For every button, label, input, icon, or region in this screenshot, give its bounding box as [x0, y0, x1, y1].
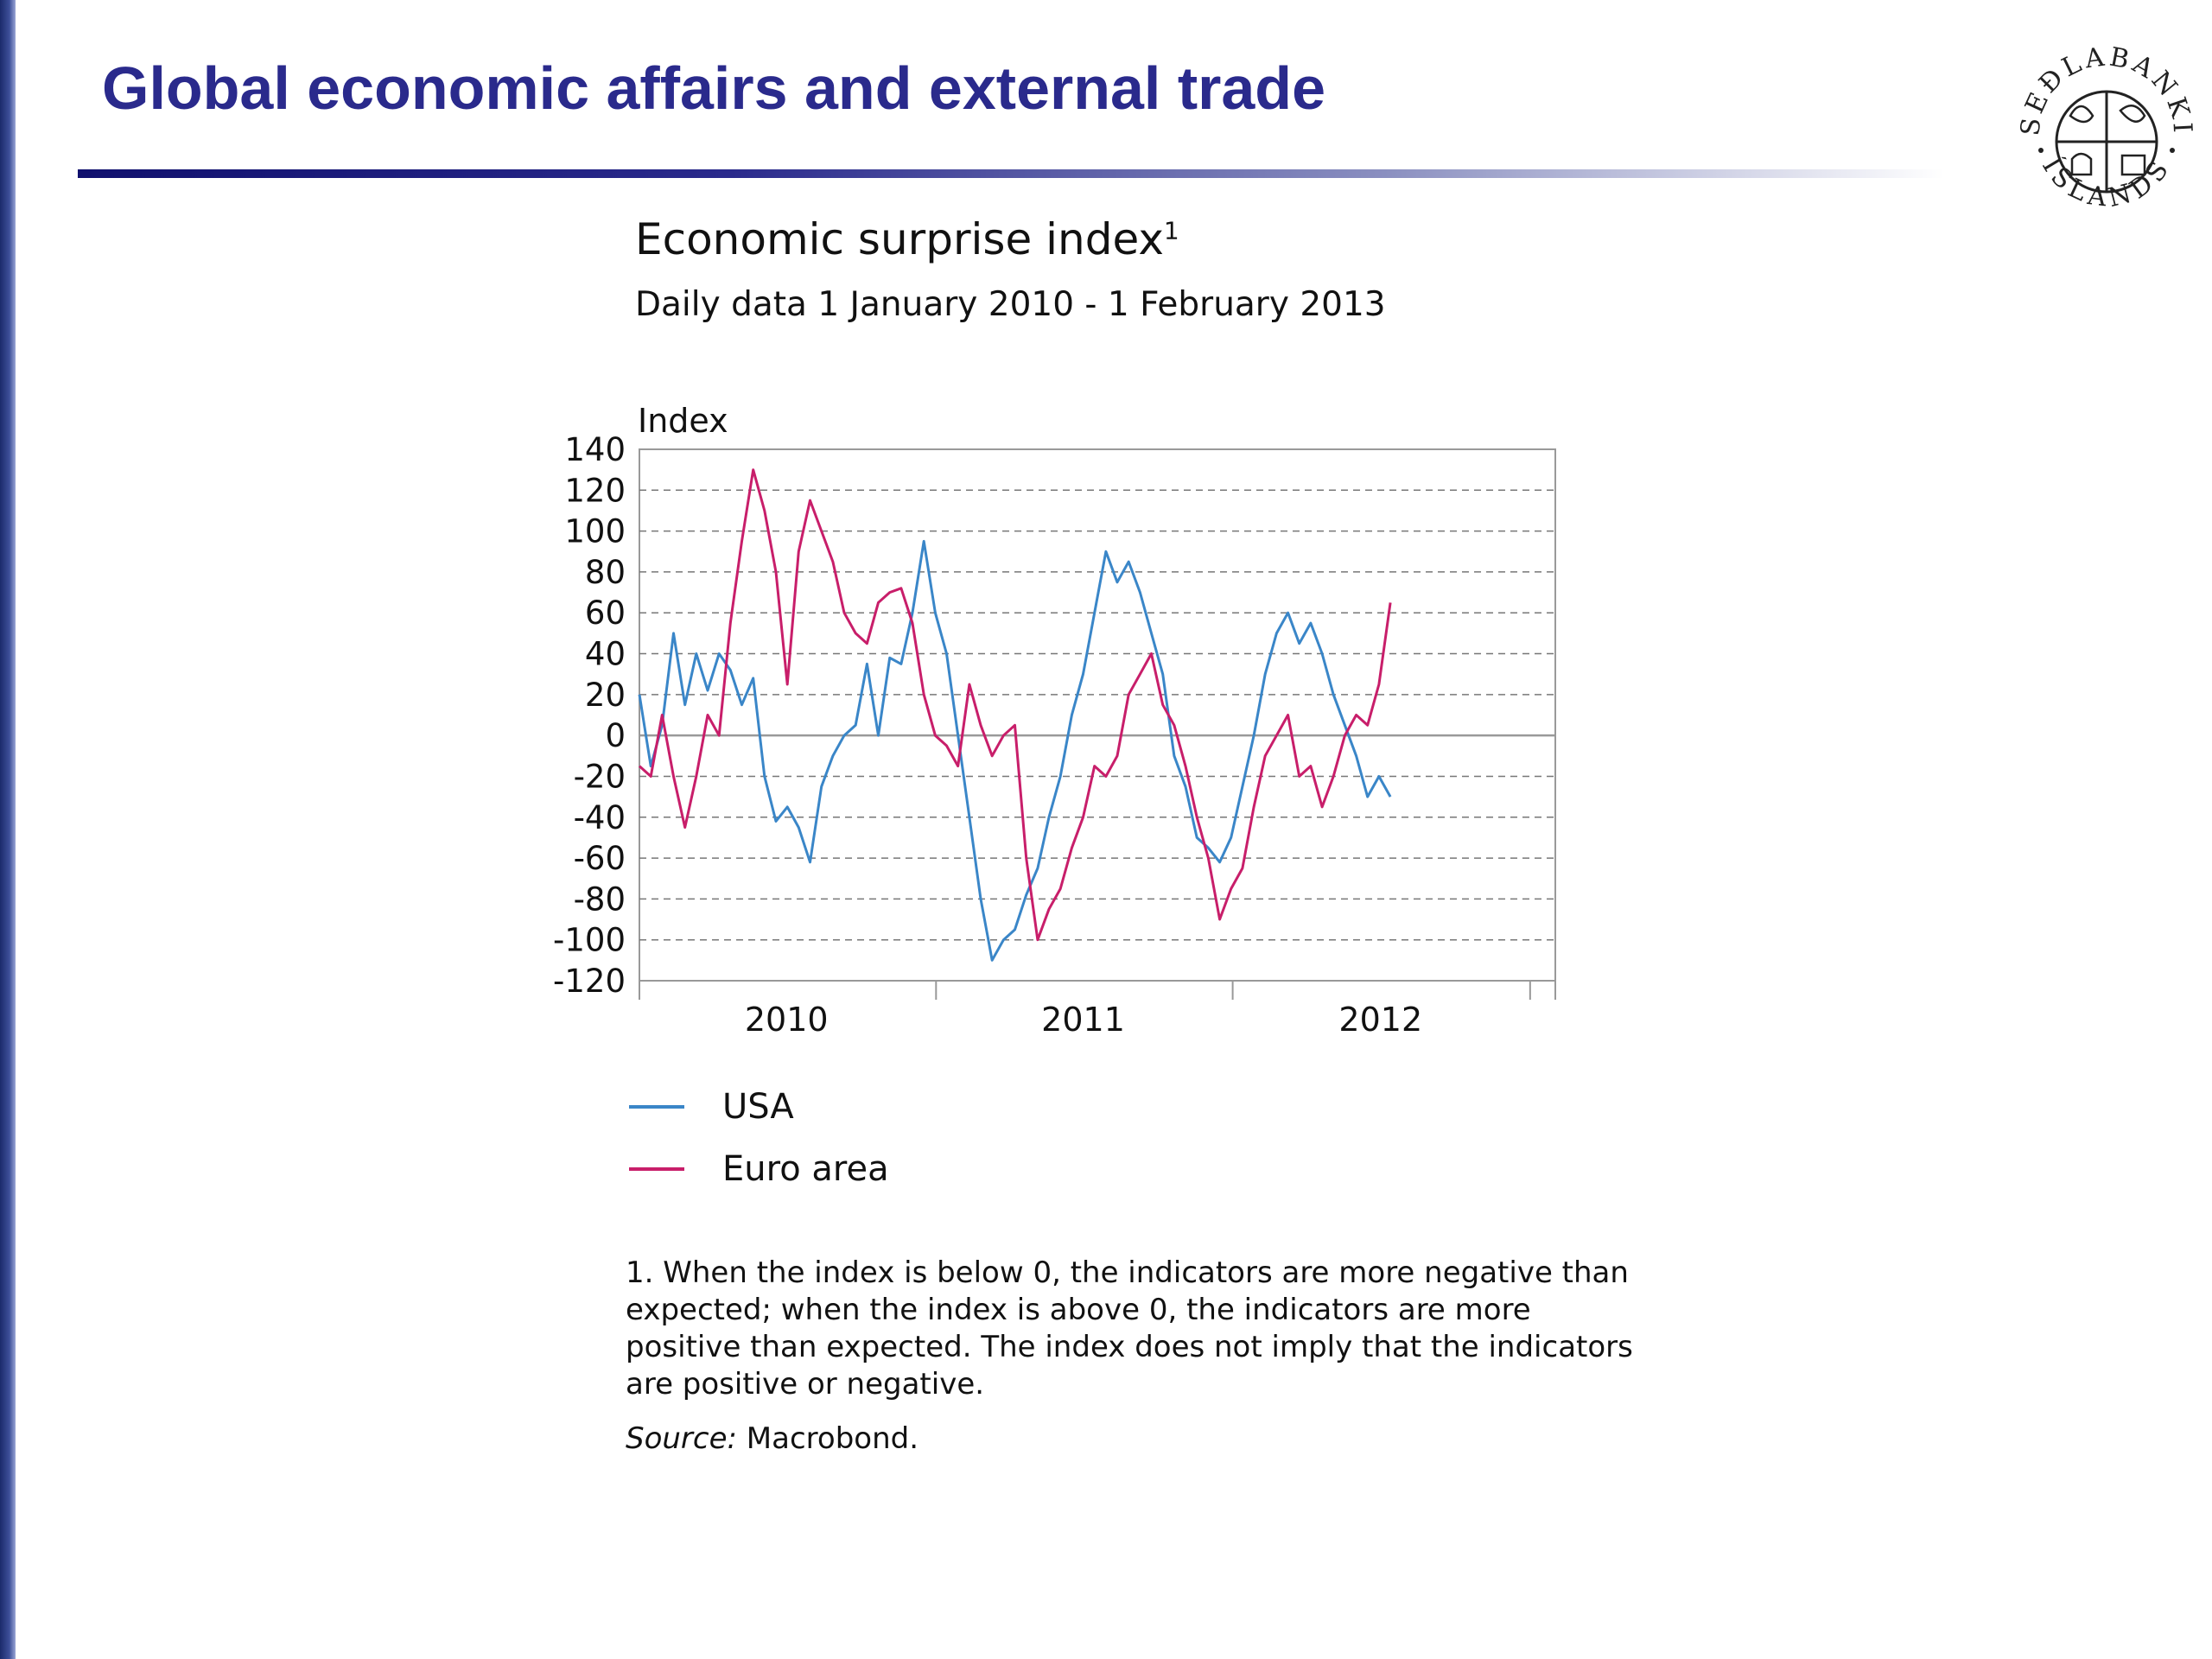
y-tick-label: -120 [553, 963, 626, 1000]
y-tick-label: -40 [574, 799, 626, 836]
chart-grid [639, 448, 1556, 982]
y-tick-label: 0 [605, 717, 626, 754]
title-underline [78, 169, 1944, 178]
legend-label-euro-area: Euro area [722, 1149, 889, 1189]
legend-swatch-euro-area [629, 1167, 684, 1171]
y-tick-label: 140 [564, 431, 626, 468]
y-tick-label: -60 [574, 840, 626, 877]
y-tick-label: 80 [585, 554, 626, 591]
y-tick-label: -80 [574, 880, 626, 918]
source-label: Source: [626, 1421, 737, 1456]
chart-title-text: Economic surprise index [635, 214, 1164, 264]
plot-frame [639, 448, 1556, 982]
y-tick-label: 20 [585, 677, 626, 714]
y-tick-label: -100 [553, 922, 626, 959]
legend-item-euro-area: Euro area [629, 1138, 889, 1200]
chart-legend: USA Euro area [629, 1076, 889, 1200]
chart-title: Economic surprise index1 [635, 214, 1179, 264]
series-line-usa [638, 539, 1392, 962]
x-tick-label: 2011 [1041, 1001, 1125, 1039]
chart-footnote: 1. When the index is below 0, the indica… [626, 1255, 1633, 1402]
left-accent-bar [0, 0, 16, 1659]
x-tick-label: 2010 [745, 1001, 829, 1039]
y-axis-label: Index [638, 402, 728, 440]
series-line-euro-area [638, 468, 1392, 942]
x-tick-label: 2012 [1338, 1001, 1422, 1039]
source-value: Macrobond. [736, 1421, 919, 1456]
y-tick-label: -20 [574, 758, 626, 795]
y-tick-label: 60 [585, 594, 626, 632]
legend-label-usa: USA [722, 1087, 794, 1127]
chart-source: Source: Macrobond. [626, 1421, 918, 1456]
slide-title: Global economic affairs and external tra… [102, 54, 1325, 122]
y-tick-label: 100 [564, 513, 626, 550]
central-bank-seal-icon: SEÐLABANKI ÍSLANDS [2015, 41, 2194, 213]
y-tick-label: 120 [564, 472, 626, 509]
legend-swatch-usa [629, 1105, 684, 1109]
chart-subtitle: Daily data 1 January 2010 - 1 February 2… [635, 285, 1386, 324]
chart-title-footnote-marker: 1 [1163, 216, 1179, 245]
chart-series [638, 468, 1392, 962]
legend-item-usa: USA [629, 1076, 889, 1138]
y-tick-label: 40 [585, 636, 626, 673]
